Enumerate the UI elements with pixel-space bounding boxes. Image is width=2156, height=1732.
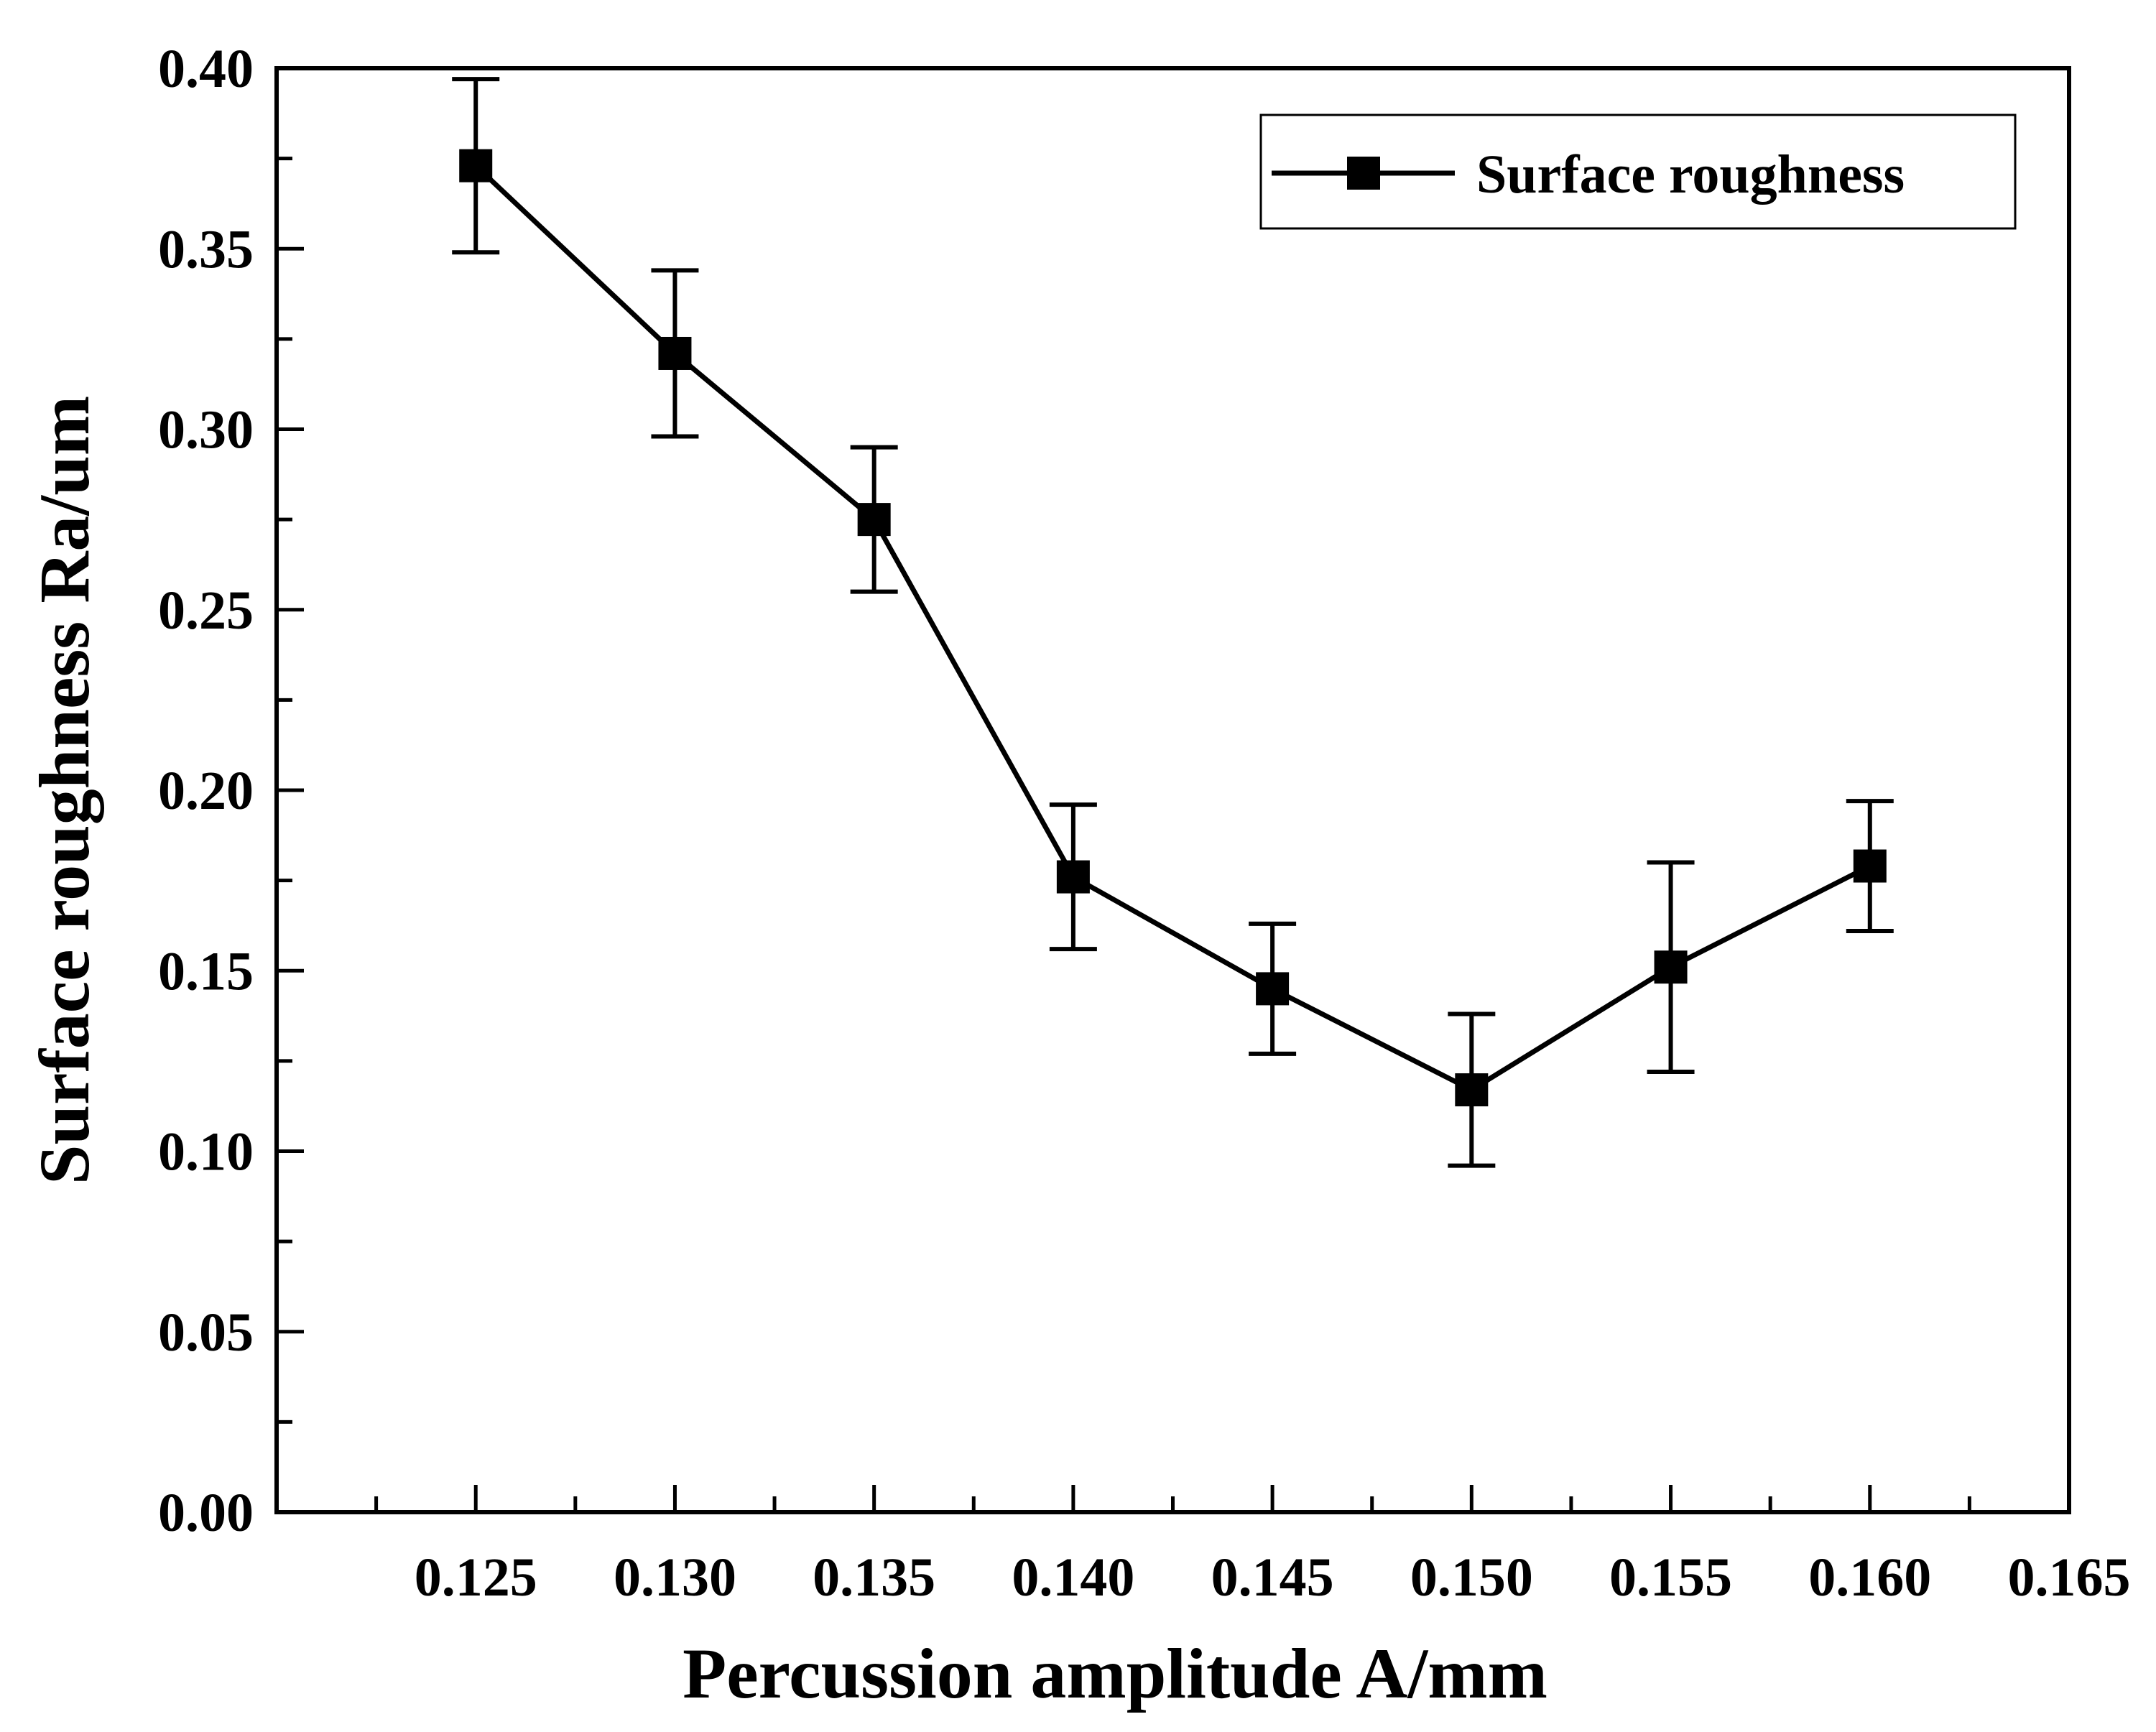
legend: Surface roughness — [1259, 114, 2017, 230]
y-tick-label: 0.05 — [158, 1302, 254, 1363]
y-axis: 0.00 0.05 0.10 0.15 0.20 0.25 0.30 0.35 0.40 — [158, 39, 304, 1543]
data-point — [1256, 972, 1290, 1006]
y-tick-label: 0.15 — [158, 941, 254, 1001]
data-markers — [459, 149, 1887, 1107]
y-axis-title: Surface roughness Ra/um — [24, 396, 104, 1185]
x-tick-label: 0.135 — [813, 1547, 935, 1608]
series-line — [473, 164, 1872, 1093]
x-tick-label: 0.160 — [1808, 1547, 1931, 1608]
x-tick-label: 0.150 — [1410, 1547, 1533, 1608]
data-point — [1056, 860, 1090, 894]
data-point — [459, 149, 493, 182]
y-tick-label: 0.20 — [158, 761, 254, 821]
x-tick-label: 0.145 — [1211, 1547, 1334, 1608]
x-tick-label: 0.125 — [415, 1547, 537, 1608]
data-point — [1654, 950, 1688, 984]
data-point — [658, 336, 692, 370]
data-point — [1455, 1073, 1489, 1107]
y-tick-label: 0.25 — [158, 580, 254, 641]
y-tick-label: 0.40 — [158, 39, 254, 99]
x-tick-label: 0.140 — [1012, 1547, 1134, 1608]
legend-marker — [1347, 157, 1380, 190]
x-tick-label: 0.130 — [614, 1547, 736, 1608]
x-axis-title: Percussion amplitude A/mm — [683, 1634, 1547, 1713]
data-point — [857, 503, 891, 537]
y-tick-label: 0.10 — [158, 1122, 254, 1182]
x-tick-label: 0.165 — [2008, 1547, 2131, 1608]
y-tick-label: 0.00 — [158, 1483, 254, 1543]
plot-frame — [274, 66, 2071, 1514]
data-point — [1853, 849, 1887, 883]
legend-label: Surface roughness — [1476, 144, 1905, 205]
y-tick-label: 0.35 — [158, 219, 254, 279]
y-tick-label: 0.30 — [158, 400, 254, 460]
x-axis: 0.125 0.130 0.135 0.140 0.145 0.150 0.155 0.160… — [374, 1485, 2131, 1608]
x-tick-label: 0.155 — [1609, 1547, 1732, 1608]
error-bars — [452, 77, 1894, 1168]
